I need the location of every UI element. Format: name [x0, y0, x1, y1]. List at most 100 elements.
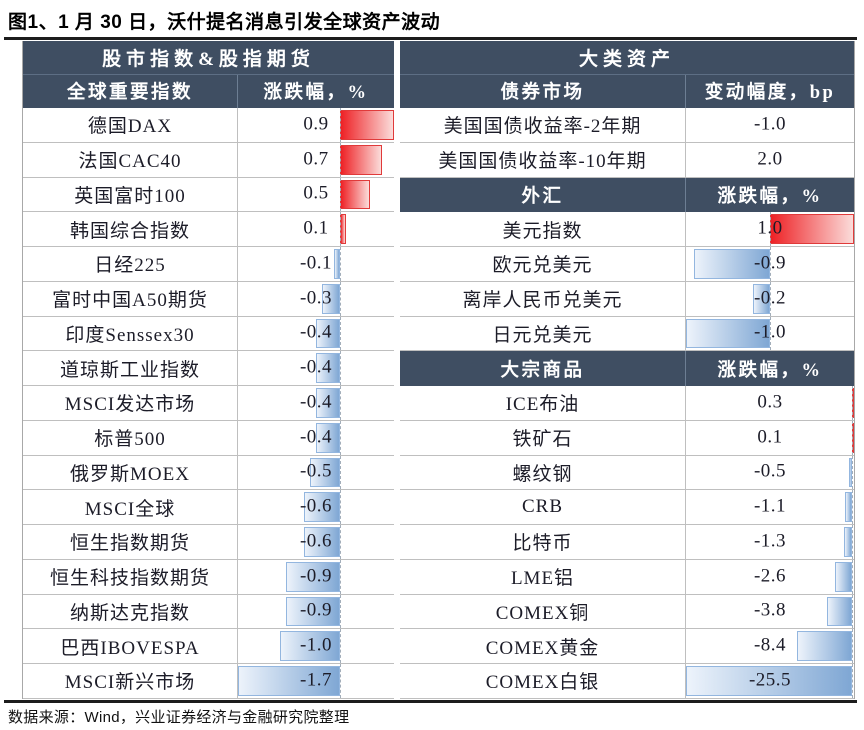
data-bar: [770, 214, 854, 244]
data-bar: [334, 249, 340, 279]
change-value: -1.1: [753, 495, 787, 517]
table-row: 标普500 -0.4: [23, 420, 394, 456]
axis-line: [340, 212, 341, 246]
table-row: COMEX铜 -3.8: [400, 594, 854, 630]
change-value-cell: -0.3: [238, 281, 394, 316]
instrument-name: MSCI全球: [23, 490, 238, 524]
axis-line: [340, 316, 341, 351]
data-bar: [286, 596, 340, 627]
instrument-name: 印度Senssex30: [23, 316, 238, 351]
axis-line: [340, 247, 341, 281]
change-value-cell: -1.0: [238, 629, 394, 663]
change-value: -1.0: [753, 113, 787, 135]
change-value-cell: -0.4: [238, 316, 394, 351]
table-row: 俄罗斯MOEX -0.5: [23, 455, 394, 491]
change-value: -0.5: [299, 460, 333, 482]
change-value-cell: -0.9: [238, 594, 394, 629]
change-value-cell: -1.3: [686, 525, 854, 559]
instrument-name: 法国CAC40: [23, 142, 238, 177]
data-bar: [304, 492, 340, 522]
axis-line: [852, 629, 854, 663]
axis-line: [340, 386, 341, 420]
change-value-cell: -0.2: [686, 281, 854, 316]
group-header-label: 股市指数&股指期货: [102, 48, 315, 70]
change-value-cell: 0.3: [686, 386, 854, 420]
table-row: 道琼斯工业指数 -0.4: [23, 351, 394, 386]
data-bar: [286, 561, 340, 592]
table-row: 日元兑美元 -1.0: [400, 316, 854, 352]
group-header-label: 大类资产: [578, 48, 675, 70]
change-value: -0.2: [753, 287, 787, 309]
table-row: MSCI新兴市场 -1.7: [23, 664, 394, 699]
change-value: -0.4: [299, 391, 333, 413]
change-value: -1.3: [753, 530, 787, 552]
section-value-header: 涨跌幅，%: [717, 360, 823, 381]
figure-title: 图1、1 月 30 日，沃什提名消息引发全球资产波动: [8, 12, 441, 33]
data-bar: [827, 596, 853, 627]
data-bar: [686, 666, 853, 696]
axis-line: [340, 108, 341, 142]
section-header: 债券市场 变动幅度，bp: [400, 74, 854, 108]
stock-table: 股市指数&股指期货 全球重要指数 涨跌幅，% 德国DAX 0.9 法国CAC40 0.…: [22, 41, 394, 699]
instrument-name: 标普500: [23, 420, 238, 455]
change-value-cell: -8.4: [686, 629, 854, 663]
table-row: 纳斯达克指数 -0.9: [23, 594, 394, 630]
axis-line: [852, 455, 854, 490]
instrument-name: 巴西IBOVESPA: [23, 629, 238, 663]
table-row: 美国国债收益率-2年期 -1.0: [400, 108, 854, 143]
change-value: 0.7: [303, 148, 329, 170]
table-row: 德国DAX 0.9: [23, 108, 394, 143]
instrument-name: 纳斯达克指数: [23, 594, 238, 629]
change-value: -0.9: [753, 252, 787, 274]
change-value: -1.0: [753, 321, 787, 343]
axis-line: [852, 490, 854, 524]
change-value: -0.4: [299, 426, 333, 448]
change-value-cell: -0.4: [238, 386, 394, 420]
data-bar: [304, 527, 340, 557]
instrument-name: LME铝: [400, 559, 686, 594]
change-value: 0.1: [757, 426, 783, 448]
instrument-name: 德国DAX: [23, 108, 238, 142]
data-bar: [340, 144, 382, 175]
change-value: -0.6: [299, 530, 333, 552]
data-bar: [797, 631, 853, 661]
source-note: 数据来源：Wind，兴业证券经济与金融研究院整理: [8, 709, 350, 726]
table-row: 恒生指数期货 -0.6: [23, 525, 394, 560]
instrument-name: 欧元兑美元: [400, 247, 686, 281]
data-bar: [844, 492, 853, 522]
change-value: -8.4: [753, 634, 787, 656]
change-value-cell: -1.1: [686, 490, 854, 524]
table-row: COMEX白银 -25.5: [400, 664, 854, 699]
data-bar: [694, 249, 770, 279]
change-value-cell: 2.0: [686, 143, 854, 177]
change-value-cell: -0.5: [686, 455, 854, 490]
table-row: 富时中国A50期货 -0.3: [23, 281, 394, 317]
axis-line: [340, 664, 341, 698]
table-row: 铁矿石 0.1: [400, 420, 854, 456]
table-row: 比特币 -1.3: [400, 525, 854, 560]
tables-container: 股市指数&股指期货 全球重要指数 涨跌幅，% 德国DAX 0.9 法国CAC40 0.…: [22, 41, 855, 699]
table-row: MSCI发达市场 -0.4: [23, 386, 394, 421]
axis-line: [852, 420, 854, 455]
change-value: -2.6: [753, 565, 787, 587]
data-bar: [316, 422, 340, 453]
table-row: 巴西IBOVESPA -1.0: [23, 629, 394, 664]
instrument-name: 螺纹钢: [400, 455, 686, 490]
stock-column-header: 全球重要指数 涨跌幅，%: [23, 74, 394, 108]
table-row: 美元指数 1.0: [400, 212, 854, 247]
table-row: 螺纹钢 -0.5: [400, 455, 854, 491]
change-value-cell: 1.0: [686, 212, 854, 246]
instrument-name: ICE布油: [400, 386, 686, 420]
data-bar: [316, 318, 340, 349]
instrument-name: 韩国综合指数: [23, 212, 238, 246]
change-value-cell: -0.6: [238, 490, 394, 524]
table-row: 欧元兑美元 -0.9: [400, 247, 854, 282]
instrument-name: 富时中国A50期货: [23, 281, 238, 316]
table-row: CRB -1.1: [400, 490, 854, 525]
axis-line: [340, 629, 341, 663]
axis-line: [340, 281, 341, 316]
change-value-cell: -0.4: [238, 351, 394, 385]
change-value: -3.8: [753, 599, 787, 621]
table-row: 离岸人民币兑美元 -0.2: [400, 281, 854, 317]
